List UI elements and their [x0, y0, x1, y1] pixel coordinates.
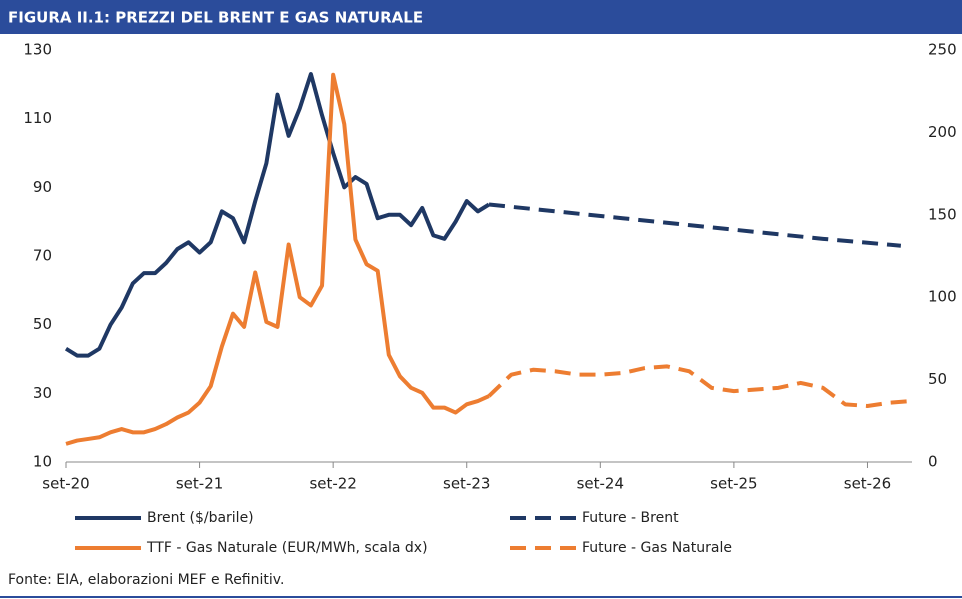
series-line [487, 364, 913, 408]
y2-tick-label: 100 [928, 288, 957, 306]
y-tick-label: 90 [33, 178, 52, 196]
legend-label: Future - Gas Naturale [582, 540, 732, 556]
series-line [488, 202, 902, 248]
y-tick-label: 30 [33, 384, 52, 402]
legend-label: Brent ($/barile) [147, 510, 254, 526]
y2-tick-label: 250 [928, 41, 957, 59]
chart-title: FIGURA II.1: PREZZI DEL BRENT E GAS NATU… [8, 9, 423, 27]
y-tick-label: 110 [23, 109, 52, 127]
x-tick-label: set-21 [176, 475, 223, 493]
y2-tick-label: 0 [928, 453, 938, 471]
y-tick-label: 130 [23, 41, 52, 59]
x-tick-label: set-23 [443, 475, 490, 493]
x-tick-label: set-20 [42, 475, 89, 493]
y2-tick-label: 200 [928, 123, 957, 141]
x-tick-label: set-24 [577, 475, 624, 493]
y2-tick-label: 150 [928, 205, 957, 223]
title-bar [0, 0, 962, 34]
legend-label: Future - Brent [582, 510, 679, 526]
series-line [64, 72, 491, 358]
source: Fonte: EIA, elaborazioni MEF e Refinitiv… [8, 572, 284, 588]
x-tick-label: set-22 [309, 475, 356, 493]
y2-tick-label: 50 [928, 370, 947, 388]
y-tick-label: 70 [33, 247, 52, 265]
legend-label: TTF - Gas Naturale (EUR/MWh, scala dx) [146, 540, 428, 556]
x-tick-label: set-25 [710, 475, 757, 493]
y-tick-label: 10 [33, 453, 52, 471]
series-line [65, 72, 490, 446]
y-tick-label: 50 [33, 315, 52, 333]
x-tick-label: set-26 [844, 475, 891, 493]
